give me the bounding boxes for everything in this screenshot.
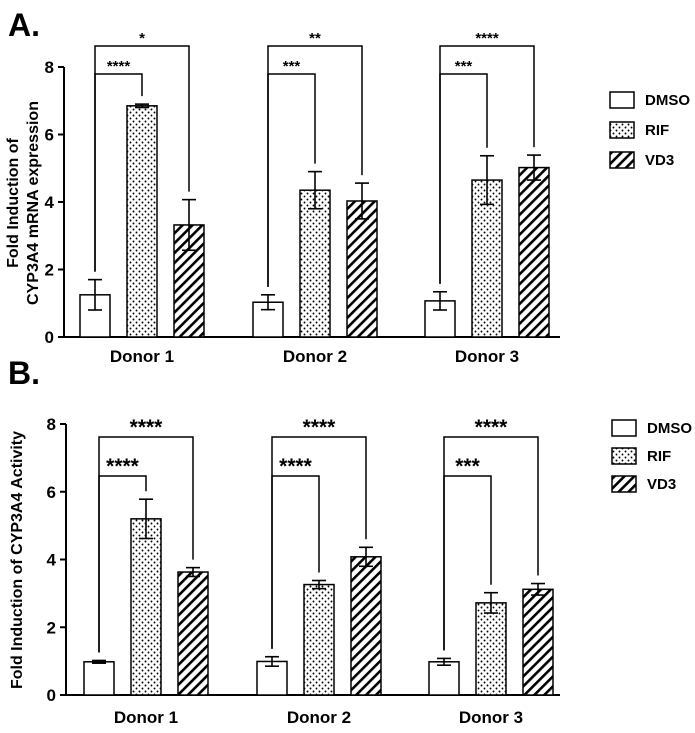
panel-b-legend-swatch-dmso xyxy=(611,419,637,437)
panel-a-bar-vd3 xyxy=(346,200,378,338)
panel-a-bar-vd3 xyxy=(173,224,205,338)
panel-a-legend-label-rif: RIF xyxy=(645,122,669,139)
panel-b-legend-label-dmso: DMSO xyxy=(647,420,692,437)
panel-a-y-tick-label: 0 xyxy=(45,328,54,347)
panel-b-legend: DMSO RIF VD3 xyxy=(611,419,692,493)
panel-b-bar-vd3 xyxy=(177,571,209,696)
panel-b-ylabel: Fold Induction of CYP3A4 Activity xyxy=(9,431,26,689)
panel-b-category-label: Donor 1 xyxy=(114,708,178,727)
panel-b-significance-label: *** xyxy=(455,455,480,478)
panel-a-legend-label-vd3: VD3 xyxy=(645,152,674,169)
panel-b-significance-label: **** xyxy=(106,455,140,478)
panel-a-y-tick-label: 2 xyxy=(45,261,54,280)
panel-b-chart: B. Fold Induction of CYP3A4 Activity 0 2 4… xyxy=(8,355,692,727)
panel-b-significance-label: **** xyxy=(303,416,337,439)
panel-b-y-tick-label: 4 xyxy=(47,551,57,570)
panel-b-bar-vd3 xyxy=(522,588,554,696)
panel-a-significance-bracket xyxy=(439,45,535,284)
panel-b-bar-dmso xyxy=(256,660,288,696)
panel-a-bar-dmso xyxy=(252,301,284,338)
panel-b-bar-vd3 xyxy=(350,556,382,696)
panel-b-category-label: Donor 3 xyxy=(459,708,523,727)
panel-a-legend-swatch-vd3 xyxy=(609,151,635,169)
panel-b-legend-label-vd3: VD3 xyxy=(647,476,676,493)
panel-a-category-label: Donor 1 xyxy=(110,347,174,366)
panel-b-significance-label: **** xyxy=(475,416,509,439)
panel-b-bar-dmso xyxy=(428,661,460,696)
panel-b-y-tick-label: 2 xyxy=(47,618,56,637)
panel-b-legend-swatch-vd3 xyxy=(611,475,637,493)
panel-a-y-tick-label: 6 xyxy=(45,126,54,145)
panel-a-legend: DMSO RIF VD3 xyxy=(609,91,690,169)
panel-a-y-tick-label: 8 xyxy=(45,58,54,77)
panel-b-bar-rif xyxy=(303,583,335,696)
panel-b-y-tick-label: 0 xyxy=(47,686,56,705)
panel-b-significance-bracket xyxy=(98,436,194,653)
panel-a-y-tick-label: 4 xyxy=(45,193,55,212)
panel-a-bar-rif xyxy=(126,105,158,338)
panel-a-legend-swatch-rif xyxy=(609,121,635,139)
panel-b-significance-label: **** xyxy=(279,455,313,478)
panel-b-bar-dmso xyxy=(83,661,115,696)
panel-a-bar-rif xyxy=(471,179,503,338)
panel-a-significance-bracket xyxy=(267,45,363,287)
panel-a-legend-label-dmso: DMSO xyxy=(645,92,690,109)
panel-a-bar-vd3 xyxy=(518,166,550,338)
panel-a-legend-swatch-dmso xyxy=(609,91,635,109)
panel-b-significance-bracket xyxy=(271,436,367,649)
panel-a-bar-rif xyxy=(299,189,331,338)
panel-a-significance-label: * xyxy=(139,30,145,47)
panel-b-significance-label: **** xyxy=(130,416,164,439)
panel-a-ylabel-line1: Fold Induction of xyxy=(5,137,22,267)
panel-a-category-label: Donor 3 xyxy=(455,347,519,366)
panel-a-category-label: Donor 2 xyxy=(283,347,347,366)
panel-b-legend-label-rif: RIF xyxy=(647,448,671,465)
panel-b-bar-rif xyxy=(130,518,162,696)
panel-a-letter: A. xyxy=(8,7,40,43)
panel-a-significance-label: **** xyxy=(475,30,499,47)
panel-a-significance-bracket xyxy=(94,45,190,272)
panel-b-bar-rif xyxy=(475,602,507,696)
panel-a-significance-label: *** xyxy=(455,58,473,75)
panel-b-legend-swatch-rif xyxy=(611,447,637,465)
panel-a-significance-label: *** xyxy=(283,58,301,75)
panel-a-ylabel-line2: CYP3A4 mRNA expression xyxy=(25,101,42,305)
panel-b-y-tick-label: 8 xyxy=(47,415,56,434)
panel-a-significance-label: ** xyxy=(309,30,321,47)
panel-b-significance-bracket xyxy=(443,436,539,651)
panel-b-y-tick-label: 6 xyxy=(47,483,56,502)
panel-a-chart: A. Fold Induction of CYP3A4 mRNA express… xyxy=(5,7,690,366)
panel-b-category-label: Donor 2 xyxy=(287,708,351,727)
panel-a-significance-label: **** xyxy=(107,58,131,75)
panel-b-letter: B. xyxy=(8,355,40,391)
